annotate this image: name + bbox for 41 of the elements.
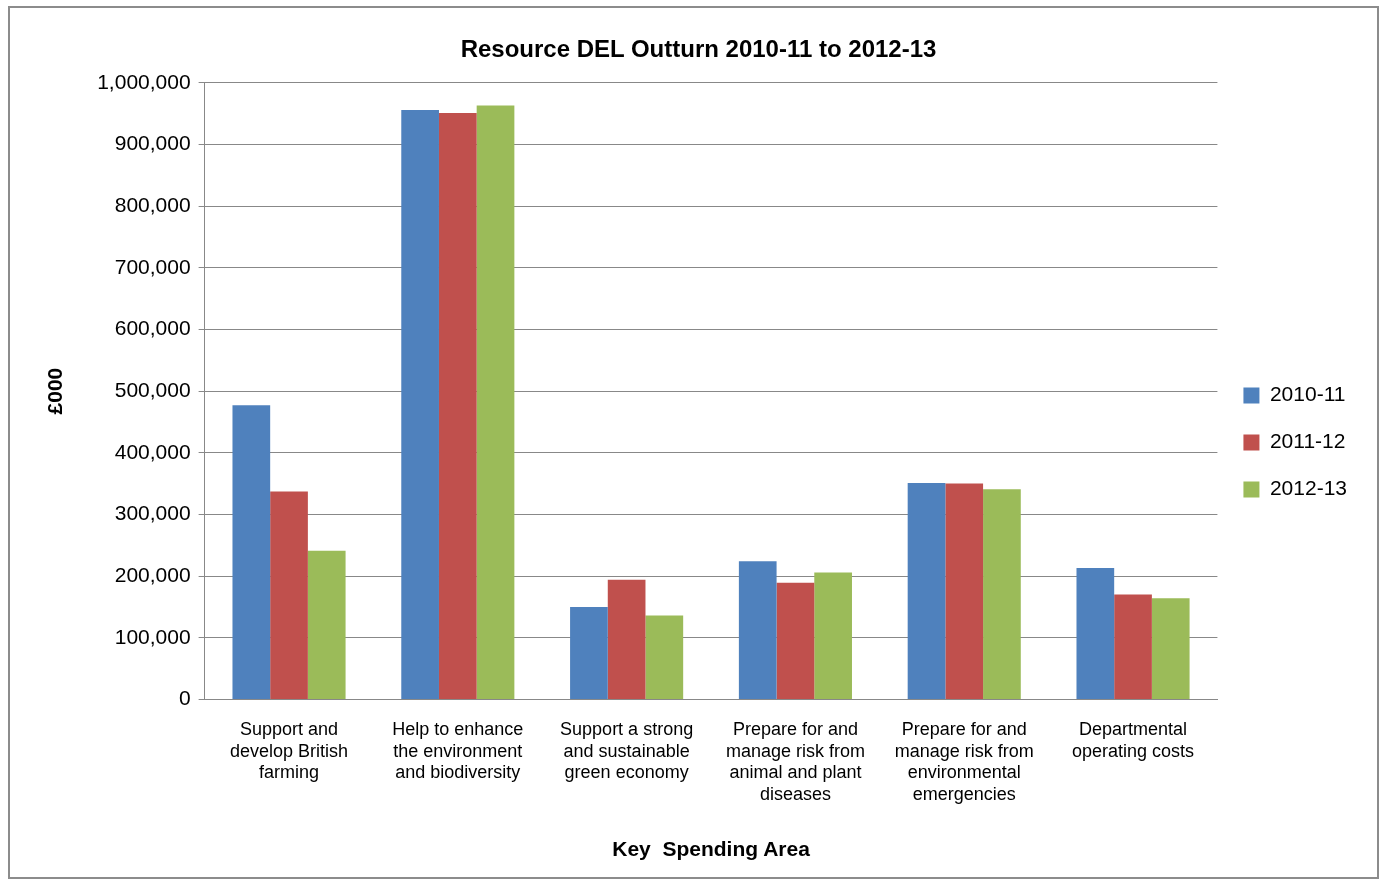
legend-label: 2011-12: [1269, 429, 1346, 453]
x-axis-title: Key Spending Area: [612, 837, 811, 861]
y-tick-label: 100,000: [114, 624, 191, 648]
bar: [270, 491, 308, 699]
bar: [307, 550, 346, 699]
y-axis-title: £000: [43, 367, 67, 415]
x-tick-label: Departmental operating costs: [1071, 719, 1195, 761]
bar: [1076, 568, 1115, 699]
x-tick-label: Prepare for and manage risk from environmental emergencies: [894, 719, 1034, 804]
bar: [607, 579, 646, 699]
bar: [645, 615, 684, 699]
bar: [907, 482, 946, 699]
y-tick-label: 700,000: [114, 254, 191, 278]
x-tick-label: Support and develop British farming: [229, 719, 349, 783]
bar: [1114, 594, 1152, 699]
y-tick-label: 900,000: [114, 131, 191, 155]
bar: [776, 582, 815, 699]
y-tick-label: 1,000,000: [97, 69, 191, 93]
y-tick-label: 200,000: [114, 562, 191, 586]
bar: [945, 483, 984, 699]
y-tick-label: 300,000: [114, 501, 191, 525]
legend-label: 2012-13: [1269, 476, 1348, 500]
y-tick-label: 0: [178, 686, 191, 710]
bar: [401, 109, 439, 699]
x-tick-label: Prepare for and manage risk from animal and plant diseases: [725, 719, 865, 804]
bar: [983, 489, 1021, 699]
y-tick-label: 500,000: [114, 377, 191, 401]
bar: [476, 105, 515, 699]
x-tick-label: Support a strong and sustainable green economy: [560, 719, 694, 783]
y-tick-label: 600,000: [114, 316, 191, 340]
bar: [570, 606, 608, 699]
y-tick-label: 800,000: [114, 192, 191, 216]
bar: [814, 572, 852, 699]
y-tick-label: 400,000: [114, 439, 191, 463]
bar: [1151, 598, 1190, 699]
x-tick-label: Help to enhance the environment and biodiversity: [392, 719, 524, 783]
bar: [738, 561, 777, 699]
bar: [438, 113, 477, 699]
chart-title: Resource DEL Outturn 2010-11 to 2012-13: [460, 35, 937, 63]
legend-label: 2010-11: [1269, 382, 1346, 406]
bar: [232, 405, 271, 699]
